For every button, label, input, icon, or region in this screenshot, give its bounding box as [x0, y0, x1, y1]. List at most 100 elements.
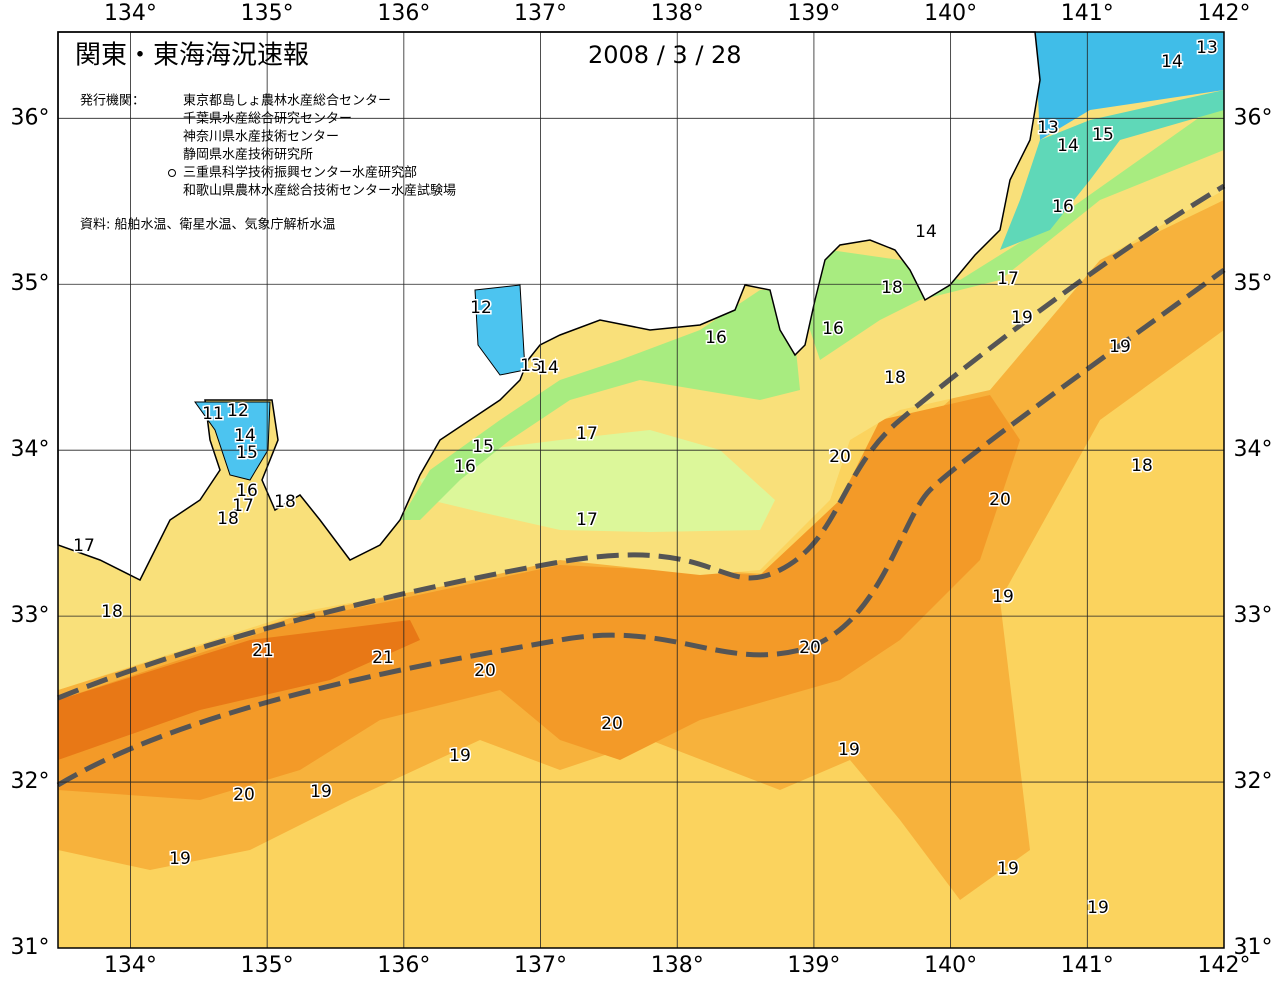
sea-17 — [420, 430, 775, 532]
publishers: 東京都島しょ農林水産総合センター千葉県水産総合研究センター神奈川県水産技術センタ… — [183, 93, 456, 199]
isotherm-label: 18 — [217, 509, 239, 529]
isotherm-labels: 1314131415161417181916191816121314171516… — [72, 37, 1220, 920]
lon-label: 135° — [241, 1, 294, 26]
publisher: 神奈川県水産技術センター — [183, 129, 339, 145]
lat-label: 31° — [1234, 935, 1273, 960]
marker — [168, 169, 176, 177]
isotherm-label: 14 — [234, 426, 256, 446]
isotherm-label: 12 — [227, 401, 249, 421]
lon-label: 139° — [787, 953, 840, 978]
lat-label: 35° — [1234, 271, 1273, 296]
lat-label: 35° — [11, 271, 50, 296]
isotherm-label: 17 — [73, 536, 95, 556]
lat-label: 34° — [1234, 437, 1273, 462]
isotherm-label: 14 — [915, 222, 937, 242]
grid — [58, 32, 1225, 949]
isotherm-label: 19 — [997, 859, 1019, 879]
lat-label: 32° — [1234, 769, 1273, 794]
isotherm-label: 14 — [537, 358, 559, 378]
isotherm-label: 19 — [838, 740, 860, 760]
isotherm-label: 17 — [576, 424, 598, 444]
isotherm-label: 11 — [202, 404, 224, 424]
kuroshio-paths — [56, 183, 1226, 788]
lon-label: 138° — [651, 1, 704, 26]
sea-20 — [58, 395, 1020, 800]
lon-label: 141° — [1061, 953, 1114, 978]
sea-13 — [1035, 32, 1224, 140]
isotherm-label: 16 — [1052, 197, 1074, 217]
sea-21 — [58, 620, 420, 760]
isotherm-label: 20 — [233, 785, 255, 805]
lon-label: 134° — [104, 1, 157, 26]
isotherm-label: 18 — [884, 368, 906, 388]
isotherm-label: 19 — [1109, 337, 1131, 357]
sea-16 — [400, 290, 800, 520]
lat-label: 36° — [11, 105, 50, 130]
isotherm-label: 19 — [1087, 898, 1109, 918]
date: 2008 / 3 / 28 — [588, 41, 742, 69]
publisher: 和歌山県農林水産総合技術センター水産試験場 — [183, 183, 456, 199]
publisher-label: 発行機関： — [80, 94, 145, 109]
sea-15 — [1000, 90, 1224, 250]
lat-label: 31° — [11, 935, 50, 960]
isotherm-label: 12 — [470, 298, 492, 318]
publisher: 静岡県水産技術研究所 — [183, 147, 313, 163]
isotherm-label: 20 — [474, 661, 496, 681]
lon-label: 138° — [651, 953, 704, 978]
isotherm-label: 18 — [274, 492, 296, 512]
isotherm-label: 15 — [1092, 125, 1114, 145]
isotherm-label: 20 — [829, 447, 851, 467]
isotherm-label: 14 — [1057, 136, 1079, 156]
isotherm-label: 20 — [601, 714, 623, 734]
tick-labels: 134° 134° 135° 135° 136° 136° 137° 137° 138° 138°… — [11, 1, 1273, 978]
isotherm-label: 13 — [1196, 38, 1218, 58]
lon-label: 137° — [514, 1, 567, 26]
isotherm-label: 19 — [449, 746, 471, 766]
lat-label: 34° — [11, 437, 50, 462]
isotherm-label: 20 — [989, 490, 1011, 510]
lon-label: 142° — [1198, 1, 1251, 26]
isotherm-label: 13 — [520, 356, 542, 376]
isotherm-label: 18 — [881, 278, 903, 298]
isotherm-label: 16 — [454, 457, 476, 477]
lon-label: 135° — [241, 953, 294, 978]
title: 関東・東海海況速報 — [75, 41, 309, 71]
osaka-bay — [194, 401, 271, 481]
isotherm-label: 19 — [169, 849, 191, 869]
lat-label: 36° — [1234, 105, 1273, 130]
lon-label: 141° — [1061, 1, 1114, 26]
lat-label: 32° — [11, 769, 50, 794]
lon-label: 140° — [924, 953, 977, 978]
ise-bay — [474, 284, 526, 376]
isotherm-label: 19 — [1011, 308, 1033, 328]
source: 資料: 船舶水温、衛星水温、気象庁解析水温 — [80, 217, 336, 233]
kuroshio-axis — [57, 183, 1226, 701]
publisher: 東京都島しょ農林水産総合センター — [183, 93, 391, 109]
isotherm-label: 18 — [1131, 456, 1153, 476]
lon-label: 136° — [377, 953, 430, 978]
lon-label: 140° — [924, 1, 977, 26]
isotherm-label: 20 — [799, 638, 821, 658]
kuroshio-south — [56, 267, 1226, 788]
isotherm-label: 16 — [705, 328, 727, 348]
frame — [57, 31, 1225, 949]
sea-16 — [800, 100, 1224, 360]
isotherm-label: 21 — [252, 641, 274, 661]
isotherm-label: 13 — [1037, 118, 1059, 138]
isotherm-label: 17 — [232, 496, 254, 516]
publisher: 三重県科学技術振興センター水産研究部 — [183, 165, 417, 181]
lon-label: 137° — [514, 953, 567, 978]
isotherm-label: 17 — [997, 269, 1019, 289]
isotherm-label: 16 — [236, 481, 258, 501]
land — [57, 31, 1041, 582]
isotherm-label: 15 — [472, 437, 494, 457]
lat-label: 33° — [11, 603, 50, 628]
isotherm-label: 15 — [236, 443, 258, 463]
isotherm-label: 18 — [101, 602, 123, 622]
lat-label: 33° — [1234, 603, 1273, 628]
isotherm-label: 17 — [576, 510, 598, 530]
isotherm-label: 16 — [822, 319, 844, 339]
isotherm-label: 14 — [1161, 52, 1183, 72]
lon-label: 136° — [377, 1, 430, 26]
